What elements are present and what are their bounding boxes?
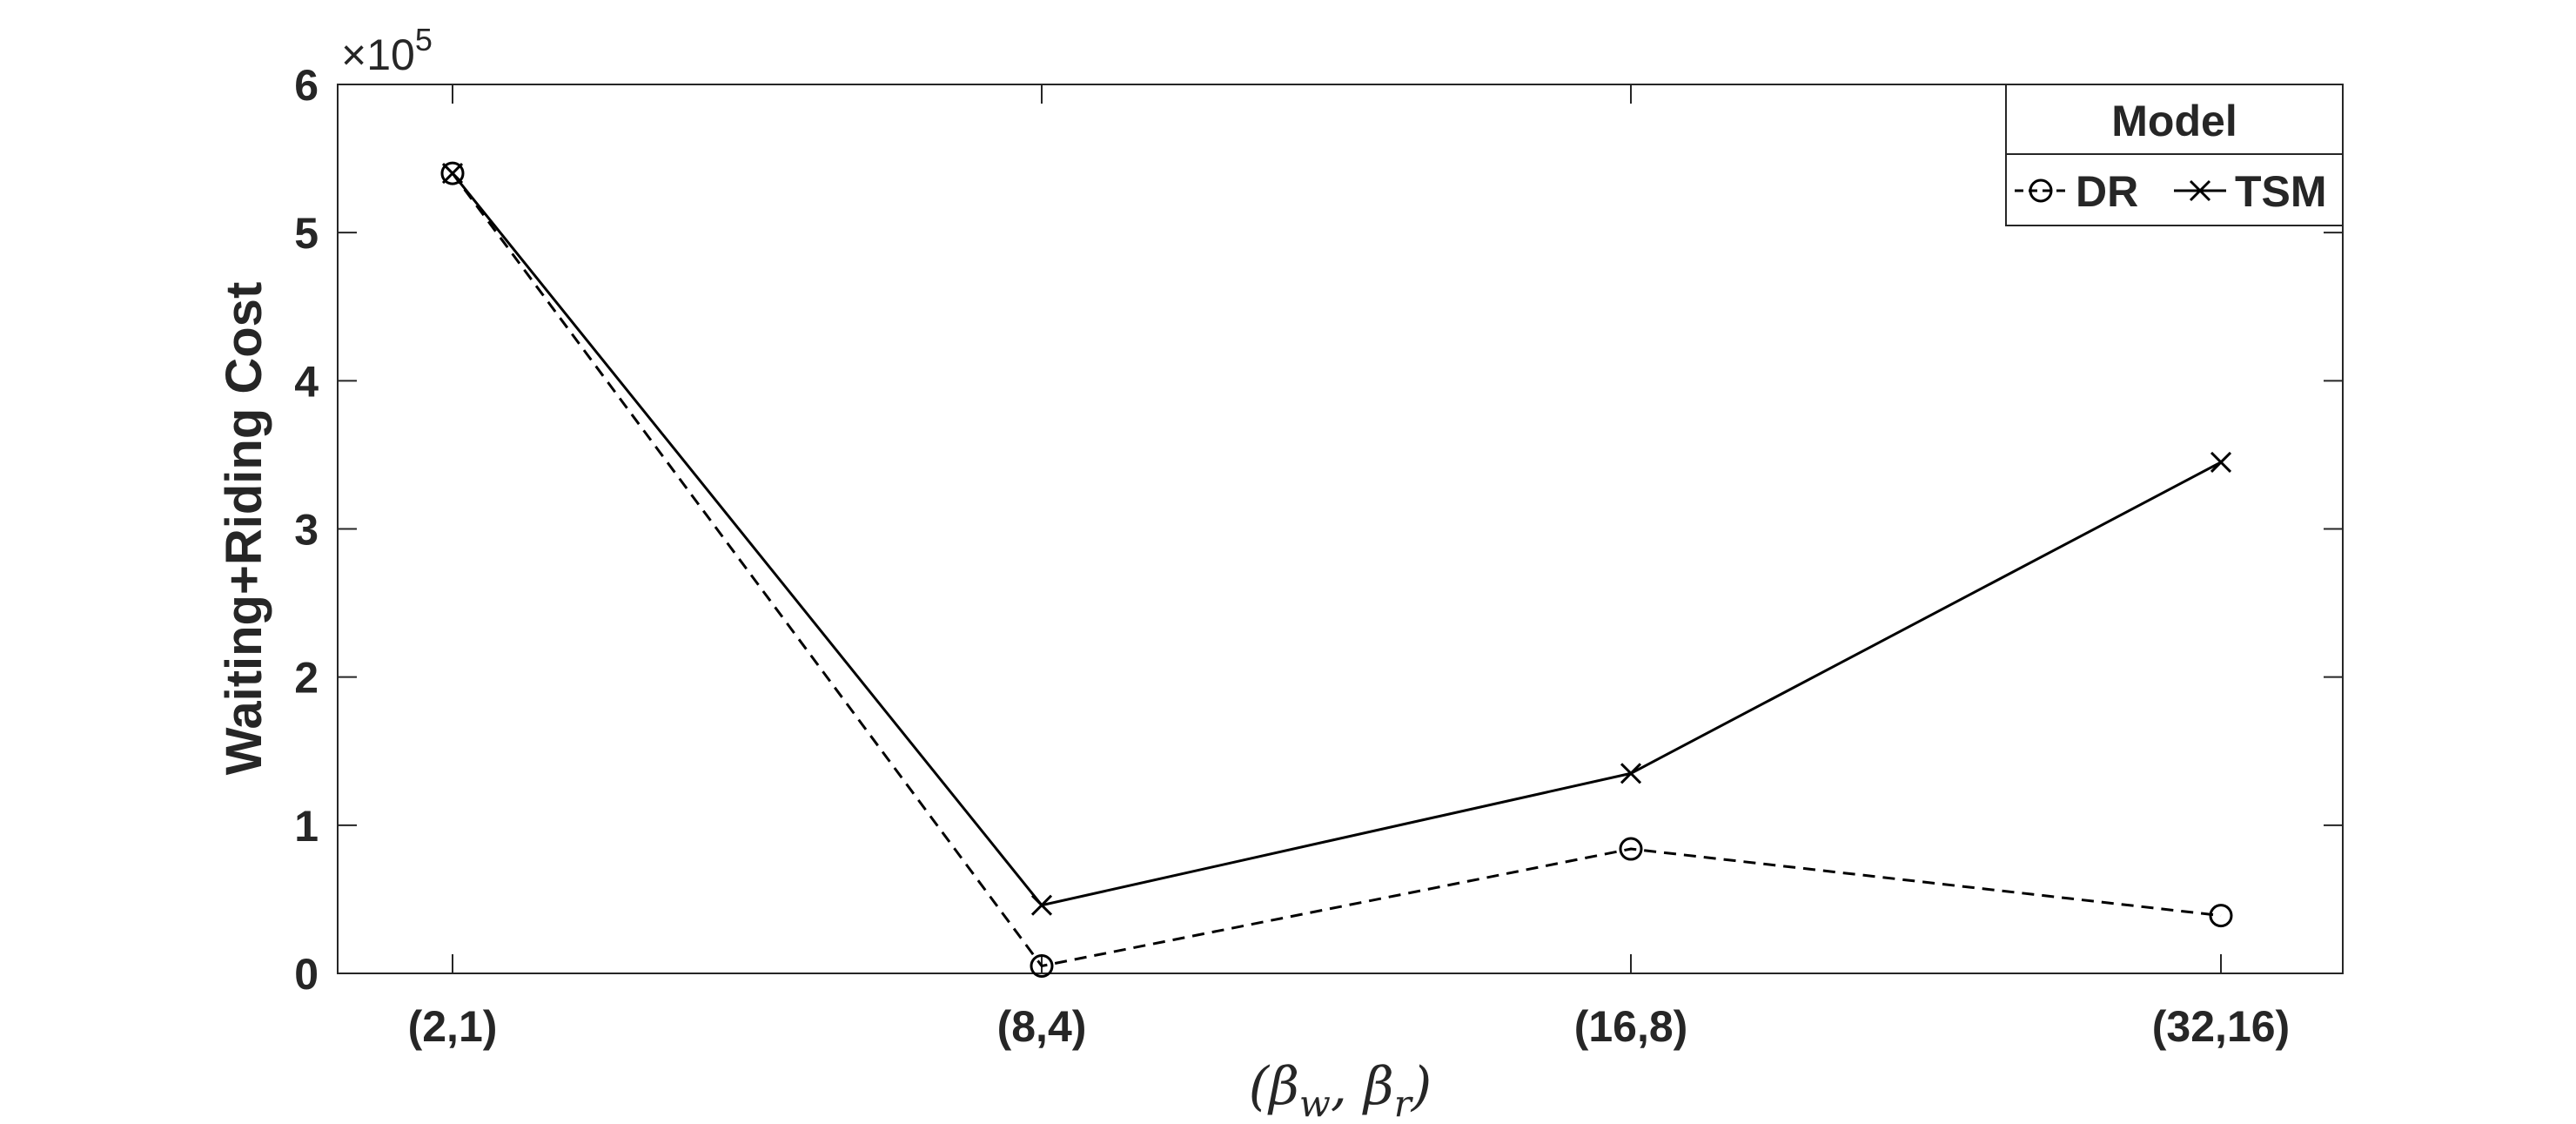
- legend-marker-tsm: [2189, 179, 2211, 202]
- y-exponent-label: ×105: [341, 22, 433, 79]
- x-tick-label: (16,8): [1574, 1002, 1688, 1051]
- y-tick-label: 2: [294, 654, 319, 703]
- legend-title-box: [2005, 84, 2344, 155]
- x-axis-label-part: w: [1299, 1082, 1331, 1120]
- data-point-tsm: [2210, 451, 2232, 473]
- y-exponent-power: 5: [415, 22, 433, 57]
- data-point-dr: [1030, 953, 1054, 978]
- legend-title: Model: [2111, 97, 2237, 145]
- y-tick-label: 1: [294, 802, 319, 851]
- data-point-tsm: [1030, 894, 1053, 916]
- x-axis-label-part: ): [1410, 1056, 1432, 1117]
- x-axis-label-part: , β: [1331, 1056, 1394, 1117]
- x-axis-label-part: r: [1394, 1082, 1414, 1120]
- data-point-dr: [440, 161, 465, 185]
- data-point-tsm: [441, 163, 464, 185]
- legend-label-dr: DR: [2076, 167, 2138, 216]
- legend-label-tsm: TSM: [2235, 167, 2327, 216]
- series-layer: [440, 161, 2233, 978]
- data-point-dr: [1619, 837, 1643, 861]
- data-point-dr: [2209, 904, 2233, 928]
- x-axis-label: (βw, βr): [1249, 1056, 1432, 1120]
- data-point-tsm: [1620, 763, 1642, 784]
- legend: Model DR TSM: [2005, 84, 2344, 226]
- series-line-dr: [451, 172, 2222, 968]
- x-axis-label-part: (β: [1249, 1056, 1299, 1117]
- x-tick-label: (2,1): [408, 1002, 498, 1051]
- y-tick-label: 6: [294, 61, 319, 110]
- y-tick-label: 5: [294, 209, 319, 258]
- x-tick-label: (8,4): [997, 1002, 1087, 1051]
- y-tick-label: 3: [294, 506, 319, 555]
- x-tick-label: (32,16): [2152, 1002, 2290, 1051]
- y-axis-label: Waiting+Riding Cost: [216, 282, 272, 776]
- series-line-tsm: [451, 172, 2222, 907]
- y-tick-label: 4: [294, 357, 319, 406]
- legend-marker-dr: [2029, 178, 2053, 203]
- y-exponent-base: ×10: [341, 30, 415, 79]
- y-tick-label: 0: [294, 950, 319, 999]
